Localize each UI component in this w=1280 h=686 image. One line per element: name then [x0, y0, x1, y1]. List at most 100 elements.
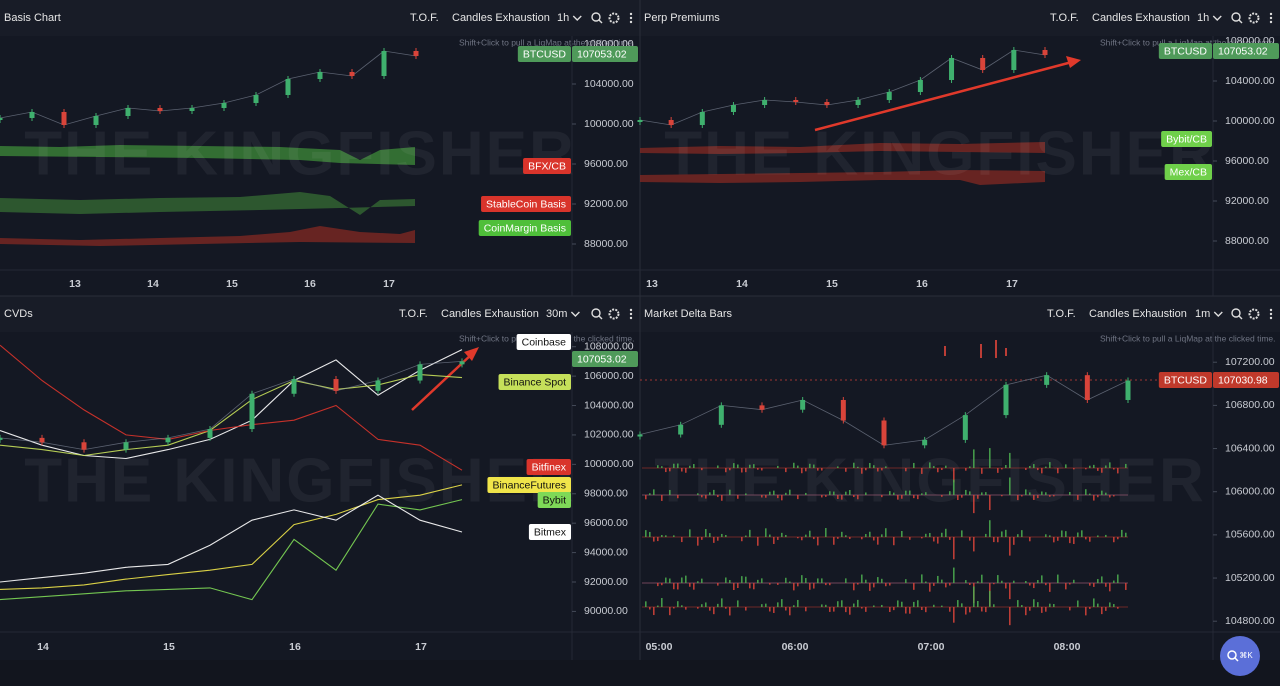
delta-bar	[833, 537, 835, 545]
delta-bar	[1045, 492, 1047, 495]
delta-bar	[980, 344, 982, 358]
delta-bar	[1073, 468, 1075, 470]
candle	[730, 105, 736, 112]
delta-bar	[657, 605, 659, 607]
delta-bar	[769, 534, 771, 537]
delta-bar	[1089, 583, 1091, 586]
menu-icon	[1269, 316, 1273, 320]
delta-bar	[1001, 468, 1003, 470]
y-tick-label: 106400.00	[1225, 442, 1275, 454]
candle	[962, 415, 968, 440]
delta-bar	[1025, 489, 1027, 495]
tool-button[interactable]: T.O.F.	[1047, 308, 1076, 320]
delta-bar	[1005, 465, 1007, 468]
delta-bar	[881, 495, 883, 498]
search-button[interactable]	[1220, 636, 1260, 676]
interval-selector[interactable]: 1h	[557, 12, 569, 24]
delta-bar	[793, 605, 795, 607]
legend-tag-label: Coinbase	[522, 336, 567, 348]
y-tick-label: 107200.00	[1225, 356, 1275, 368]
interval-selector[interactable]: 1m	[1195, 308, 1210, 320]
delta-bar	[889, 491, 891, 495]
candle	[718, 405, 724, 425]
settings-icon[interactable]	[1248, 12, 1260, 24]
search-icon	[598, 315, 603, 320]
delta-bar	[845, 607, 847, 613]
delta-bar	[785, 577, 787, 583]
delta-bar	[1097, 603, 1099, 607]
delta-bar	[1089, 465, 1091, 468]
delta-bar	[985, 533, 987, 537]
delta-bar	[841, 531, 843, 537]
delta-bar	[961, 603, 963, 607]
legend-tag	[1164, 164, 1212, 180]
search-icon	[1234, 657, 1239, 662]
delta-bar	[729, 580, 731, 583]
delta-bar	[1001, 580, 1003, 583]
delta-bar	[849, 537, 851, 539]
candle	[793, 100, 799, 102]
y-tick-label: 100000.00	[584, 458, 634, 470]
delta-bar	[809, 583, 811, 590]
candle	[1042, 50, 1048, 55]
y-tick-label: 88000.00	[1225, 235, 1269, 247]
candle	[855, 100, 861, 105]
delta-bar	[801, 468, 803, 474]
delta-bar	[953, 607, 955, 623]
interval-selector[interactable]: 30m	[546, 308, 567, 320]
search-icon[interactable]	[591, 12, 601, 22]
delta-bar	[1033, 583, 1035, 589]
legend-tag	[481, 196, 571, 212]
tool-button[interactable]: T.O.F.	[1050, 12, 1079, 24]
arrow-head	[1066, 56, 1081, 68]
tool-button[interactable]: Candles Exhaustion	[1089, 308, 1187, 320]
delta-bar	[661, 583, 663, 586]
delta-bar	[749, 529, 751, 537]
interval-selector[interactable]: 1h	[1197, 12, 1209, 24]
delta-bar	[865, 579, 867, 583]
delta-bar	[773, 537, 775, 544]
y-tick-label: 96000.00	[584, 158, 628, 170]
tool-button[interactable]: Candles Exhaustion	[452, 12, 550, 24]
delta-bar	[1085, 607, 1087, 616]
candle	[637, 120, 643, 122]
settings-icon[interactable]	[608, 12, 620, 24]
delta-bar	[861, 607, 863, 609]
search-icon[interactable]	[1231, 308, 1241, 318]
delta-bar	[765, 603, 767, 607]
delta-bar	[673, 535, 675, 537]
delta-bar	[1005, 348, 1007, 356]
delta-bar	[1113, 537, 1115, 543]
delta-bar	[1037, 468, 1039, 471]
delta-bar	[661, 466, 663, 468]
settings-icon[interactable]	[1248, 308, 1260, 320]
delta-bar	[725, 535, 727, 537]
basis-band	[0, 192, 415, 215]
layers: ⌘K	[0, 56, 1260, 676]
tool-button[interactable]: T.O.F.	[399, 308, 428, 320]
y-tick-label: 105600.00	[1225, 529, 1275, 541]
delta-bar	[725, 468, 727, 473]
delta-bar	[1049, 495, 1051, 497]
basis-band	[0, 145, 415, 165]
delta-bar	[945, 465, 947, 468]
delta-bar	[921, 537, 923, 539]
delta-bar	[745, 535, 747, 537]
delta-bar	[1113, 468, 1115, 470]
y-tick-label: 100000.00	[584, 118, 634, 130]
candle	[349, 72, 355, 76]
delta-bar	[1113, 604, 1115, 607]
delta-bar	[777, 602, 779, 607]
delta-bar	[977, 601, 979, 607]
delta-bar	[861, 468, 863, 474]
tool-button[interactable]: Candles Exhaustion	[1092, 12, 1190, 24]
search-icon[interactable]	[1231, 12, 1241, 22]
tool-button[interactable]: T.O.F.	[410, 12, 439, 24]
delta-bar	[965, 468, 967, 471]
delta-bar	[793, 462, 795, 468]
cvd-line	[0, 374, 463, 457]
tool-button[interactable]: Candles Exhaustion	[441, 308, 539, 320]
settings-icon[interactable]	[608, 308, 620, 320]
search-icon[interactable]	[591, 308, 601, 318]
hint-text: Shift+Click to pull a LiqMap at the clic…	[1100, 333, 1276, 343]
